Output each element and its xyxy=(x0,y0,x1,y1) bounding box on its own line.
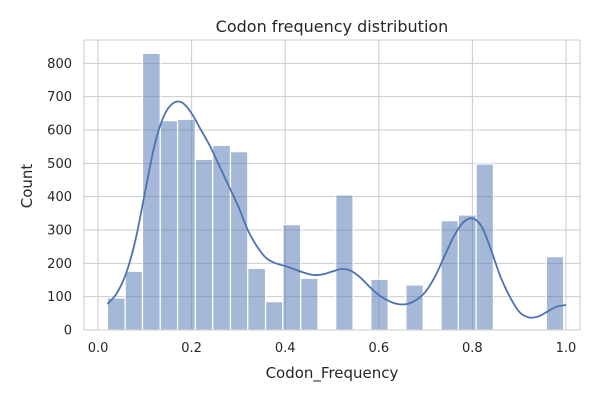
histogram-bar xyxy=(176,118,196,331)
histogram-bar xyxy=(264,301,284,331)
x-tick-label: 0.6 xyxy=(368,341,389,356)
x-tick-label: 0.0 xyxy=(88,341,109,356)
histogram-bar xyxy=(282,224,302,331)
x-tick-labels: 0.0 0.2 0.4 0.6 0.8 1.0 xyxy=(88,341,577,356)
y-tick-label: 600 xyxy=(47,124,72,139)
histogram-bar xyxy=(335,194,354,331)
histogram-bar xyxy=(106,297,126,331)
y-tick-label: 700 xyxy=(47,90,72,105)
y-tick-label: 300 xyxy=(47,224,72,239)
histogram-bar xyxy=(545,256,565,331)
histogram-bars xyxy=(106,52,565,331)
histogram-bar xyxy=(124,270,144,331)
x-tick-label: 0.8 xyxy=(462,341,483,356)
y-tick-label: 200 xyxy=(47,257,72,272)
histogram-bar xyxy=(212,144,232,331)
histogram-bar xyxy=(370,278,389,331)
histogram-bar xyxy=(405,284,424,331)
x-tick-label: 1.0 xyxy=(556,341,577,356)
histogram-bar xyxy=(194,158,214,331)
x-axis-label: Codon_Frequency xyxy=(266,364,399,383)
x-tick-label: 0.2 xyxy=(181,341,202,356)
y-tick-label: 500 xyxy=(47,157,72,172)
histogram-bar xyxy=(229,151,249,331)
y-tick-label: 100 xyxy=(47,290,72,305)
histogram-bar xyxy=(159,120,179,331)
plot-frame xyxy=(83,39,581,331)
histogram-bar xyxy=(457,214,477,331)
histogram-bar xyxy=(440,220,459,331)
y-tick-label: 400 xyxy=(47,190,72,205)
histogram-bar xyxy=(247,267,267,331)
y-axis-label: Count xyxy=(18,164,36,209)
y-tick-label: 0 xyxy=(64,324,72,339)
x-tick-label: 0.4 xyxy=(275,341,296,356)
histogram-bar xyxy=(300,277,319,331)
kde-curve xyxy=(106,100,567,319)
y-tick-label: 800 xyxy=(47,57,72,72)
y-tick-labels: 0 100 200 300 400 500 600 700 800 xyxy=(47,57,72,339)
chart-title: Codon frequency distribution xyxy=(216,17,449,36)
